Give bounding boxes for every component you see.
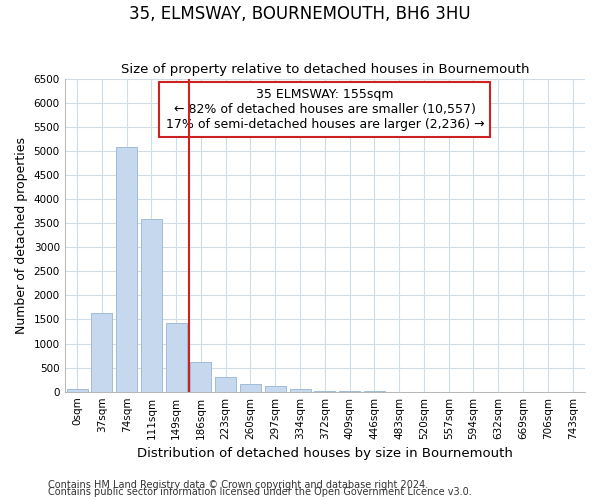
Bar [314, 390, 335, 392]
Text: Contains HM Land Registry data © Crown copyright and database right 2024.: Contains HM Land Registry data © Crown c… [48, 480, 428, 490]
Text: Contains public sector information licensed under the Open Government Licence v3: Contains public sector information licen… [48, 487, 472, 497]
Text: 35 ELMSWAY: 155sqm
← 82% of detached houses are smaller (10,557)
17% of semi-det: 35 ELMSWAY: 155sqm ← 82% of detached hou… [166, 88, 484, 131]
Bar [141, 219, 162, 392]
Y-axis label: Number of detached properties: Number of detached properties [15, 136, 28, 334]
Bar [116, 147, 137, 392]
Bar [91, 312, 112, 392]
Bar [190, 362, 211, 392]
Bar [265, 386, 286, 392]
X-axis label: Distribution of detached houses by size in Bournemouth: Distribution of detached houses by size … [137, 447, 513, 460]
Title: Size of property relative to detached houses in Bournemouth: Size of property relative to detached ho… [121, 63, 529, 76]
Bar [290, 389, 311, 392]
Bar [67, 389, 88, 392]
Bar [240, 384, 261, 392]
Bar [215, 377, 236, 392]
Bar [166, 324, 187, 392]
Text: 35, ELMSWAY, BOURNEMOUTH, BH6 3HU: 35, ELMSWAY, BOURNEMOUTH, BH6 3HU [129, 5, 471, 23]
